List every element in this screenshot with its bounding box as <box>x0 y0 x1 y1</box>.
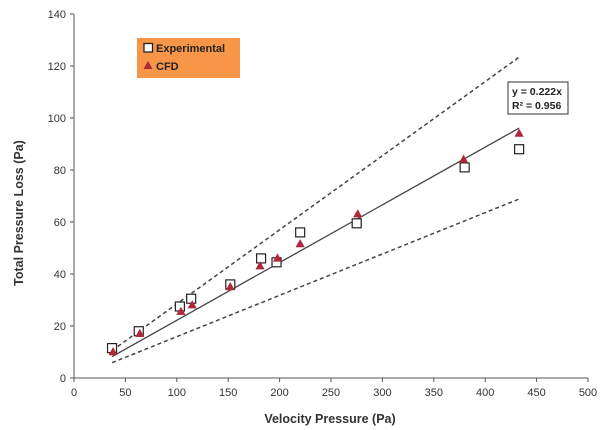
legend: Experimental CFD <box>137 38 240 78</box>
experimental-point <box>295 227 306 238</box>
cfd-point <box>272 253 283 262</box>
r-squared: R² = 0.956 <box>512 100 561 112</box>
x-tick-label: 450 <box>527 387 545 399</box>
x-tick-label: 150 <box>219 387 237 399</box>
x-tick-label: 200 <box>270 387 288 399</box>
experimental-point <box>351 218 362 229</box>
trendline <box>111 127 520 358</box>
x-tick-label: 500 <box>579 387 597 399</box>
cfd-point <box>255 261 265 270</box>
x-tick-label: 350 <box>425 387 443 399</box>
x-tick-label: 250 <box>322 387 340 399</box>
legend-label-cfd: CFD <box>156 61 179 73</box>
y-tick-label: 100 <box>48 113 66 125</box>
y-axis-title: Total Pressure Loss (Pa) <box>12 140 26 286</box>
y-tick-label: 20 <box>54 321 66 333</box>
y-tick-label: 80 <box>54 165 66 177</box>
x-tick-label: 300 <box>373 387 391 399</box>
trendline-path <box>111 127 520 358</box>
x-axis-title: Velocity Pressure (Pa) <box>264 412 395 426</box>
bound-line <box>111 198 520 364</box>
y-tick-label: 120 <box>48 61 66 73</box>
cfd-point <box>353 209 363 218</box>
x-axis-ticks: 0 50 100 150 200 250 300 350 400 450 500 <box>71 378 597 399</box>
y-tick-label: 40 <box>54 269 66 281</box>
cfd-point <box>514 128 524 137</box>
y-tick-label: 140 <box>48 9 66 21</box>
x-tick-label: 50 <box>119 387 131 399</box>
cfd-point <box>176 306 186 315</box>
cfd-point <box>108 347 118 356</box>
experimental-point <box>459 162 470 173</box>
cfd-point <box>295 239 305 248</box>
trendline-equation: y = 0.222x R² = 0.956 <box>507 81 569 115</box>
y-tick-label: 60 <box>54 217 66 229</box>
bound-line <box>111 56 520 352</box>
y-tick-label: 0 <box>60 373 66 385</box>
cfd-point <box>187 300 197 309</box>
legend-marker-experimental <box>143 42 154 53</box>
x-tick-label: 0 <box>71 387 77 399</box>
data-markers <box>106 128 525 356</box>
legend-label-experimental: Experimental <box>156 43 225 55</box>
experimental-point <box>514 144 525 155</box>
x-tick-label: 400 <box>476 387 494 399</box>
equation-box <box>507 81 569 115</box>
legend-background <box>137 38 240 78</box>
bound-lines <box>111 56 520 364</box>
plot-area: 0 20 40 60 80 100 120 140 0 50 100 150 200 250 300 350… <box>48 9 598 399</box>
experimental-point <box>255 253 267 264</box>
equation-line: y = 0.222x <box>512 86 562 98</box>
cfd-point <box>225 282 235 291</box>
experimental-point <box>186 293 197 304</box>
y-axis-ticks: 0 20 40 60 80 100 120 140 <box>48 9 74 385</box>
cfd-point <box>135 328 145 337</box>
legend-marker-cfd <box>143 61 153 69</box>
x-tick-label: 100 <box>168 387 186 399</box>
cfd-point <box>459 154 469 163</box>
